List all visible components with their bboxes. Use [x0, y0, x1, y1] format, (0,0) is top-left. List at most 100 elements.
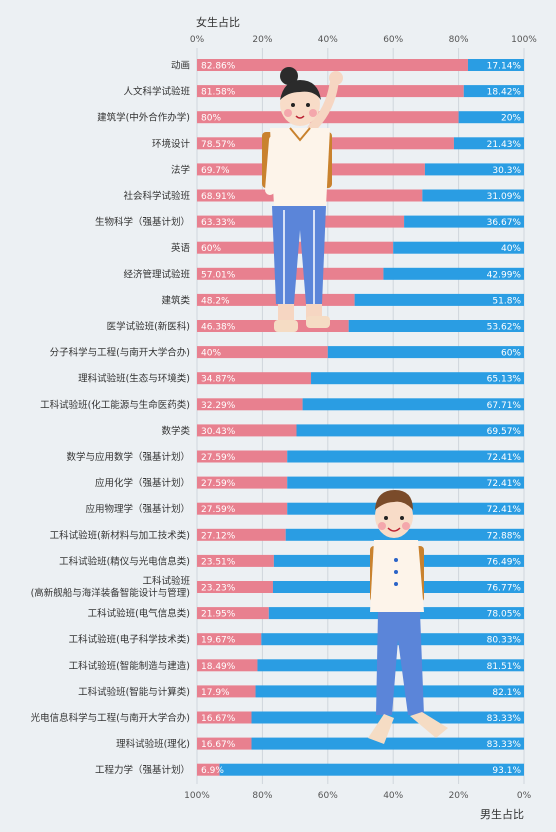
male-bar: [424, 163, 524, 176]
category-label: 工科试验班(电气信息类): [88, 608, 190, 620]
male-value-label: 60%: [501, 349, 521, 359]
female-value-label: 27.59%: [201, 479, 236, 489]
male-value-label: 65.13%: [487, 375, 522, 385]
category-label: 法学: [171, 164, 190, 176]
female-bar: [197, 502, 288, 515]
female-bar: [197, 711, 252, 724]
male-value-label: 17.14%: [487, 62, 522, 72]
female-value-label: 68.91%: [201, 192, 236, 202]
male-value-label: 21.43%: [487, 140, 522, 150]
male-value-label: 72.41%: [487, 505, 522, 515]
category-label: 数学与应用数学（强基计划）: [66, 451, 190, 463]
male-value-label: 42.99%: [487, 270, 522, 280]
male-value-label: 69.57%: [487, 427, 522, 437]
bottom-tick-label: 40%: [383, 791, 403, 801]
male-value-label: 40%: [501, 244, 521, 254]
female-value-label: 27.12%: [201, 531, 236, 541]
male-value-label: 67.71%: [487, 401, 522, 411]
bottom-axis-title: 男生占比: [480, 808, 524, 821]
category-label: 工科试验班(智能与计算类): [78, 686, 190, 698]
male-bar: [354, 293, 524, 306]
male-bar: [458, 111, 524, 124]
female-bar: [197, 763, 220, 776]
top-tick-label: 0%: [190, 35, 205, 45]
female-value-label: 6.9%: [201, 766, 224, 776]
girl-student-illustration: [262, 67, 343, 332]
category-label: (高新舰船与海洋装备智能设计与管理): [31, 587, 190, 599]
male-bar: [287, 476, 524, 489]
female-value-label: 40%: [201, 349, 221, 359]
male-bar: [302, 398, 524, 411]
category-label: 工科试验班(电子科学技术类): [69, 634, 190, 646]
female-value-label: 48.2%: [201, 296, 230, 306]
category-label: 英语: [171, 242, 191, 254]
category-label: 社会科学试验班: [123, 190, 190, 202]
female-value-label: 18.49%: [201, 662, 236, 672]
male-value-label: 72.41%: [487, 453, 522, 463]
category-label: 医学试验班(新医科): [107, 321, 190, 333]
male-bar: [348, 320, 524, 332]
category-label: 人文科学试验班: [123, 86, 190, 98]
category-label: 应用化学（强基计划）: [95, 477, 190, 489]
male-bar: [296, 424, 524, 437]
top-tick-label: 20%: [252, 35, 272, 45]
female-bar: [197, 528, 286, 541]
category-label: 工程力学（强基计划）: [95, 764, 190, 776]
female-value-label: 34.87%: [201, 375, 236, 385]
female-value-label: 19.67%: [201, 636, 236, 646]
category-label: 动画: [171, 61, 190, 72]
male-bar: [251, 737, 524, 750]
female-value-label: 21.95%: [201, 610, 236, 620]
female-value-label: 81.58%: [201, 88, 236, 98]
male-value-label: 36.67%: [487, 218, 522, 228]
male-value-label: 93.1%: [492, 766, 521, 776]
male-value-label: 53.62%: [487, 323, 522, 333]
male-value-label: 30.3%: [492, 166, 521, 176]
female-value-label: 78.57%: [201, 140, 236, 150]
male-value-label: 72.41%: [487, 479, 522, 489]
male-value-label: 51.8%: [492, 296, 521, 306]
female-bar: [197, 633, 262, 646]
male-bar: [327, 346, 524, 359]
male-bar: [287, 450, 524, 463]
male-bar: [285, 528, 524, 541]
male-bar: [463, 85, 524, 98]
category-label: 建筑类: [161, 294, 190, 306]
female-bar: [197, 659, 258, 672]
category-label: 工科试验班(精仪与光电信息类): [59, 555, 190, 567]
female-value-label: 27.59%: [201, 505, 236, 515]
category-label: 数学类: [161, 425, 190, 437]
bars: 82.86% 17.14% 动画 81.58% 18.42% 人文科学试验班 80% 20% 建…: [31, 59, 525, 776]
female-bar: [197, 111, 459, 124]
male-bar: [467, 59, 524, 71]
bottom-tick-label: 60%: [318, 791, 338, 801]
female-bar: [197, 398, 303, 411]
female-value-label: 17.9%: [201, 688, 230, 698]
female-bar: [197, 450, 288, 463]
male-value-label: 76.77%: [487, 584, 522, 594]
female-value-label: 80%: [201, 114, 221, 124]
male-bar: [453, 137, 524, 150]
boy-student-illustration: [368, 490, 448, 744]
male-bar: [383, 267, 524, 280]
female-value-label: 32.29%: [201, 401, 236, 411]
male-value-label: 82.1%: [492, 688, 521, 698]
female-value-label: 23.23%: [201, 584, 236, 594]
bottom-tick-label: 20%: [449, 791, 469, 801]
male-value-label: 80.33%: [487, 636, 522, 646]
top-tick-label: 60%: [383, 35, 403, 45]
female-value-label: 69.7%: [201, 166, 230, 176]
category-label: 理科试验班(生态与环境类): [78, 373, 190, 385]
female-bar: [197, 346, 328, 359]
female-bar: [197, 737, 252, 750]
bottom-tick-label: 100%: [184, 791, 210, 801]
female-value-label: 30.43%: [201, 427, 236, 437]
male-value-label: 72.88%: [487, 531, 522, 541]
male-bar: [311, 372, 524, 385]
female-value-label: 60%: [201, 244, 221, 254]
female-value-label: 23.51%: [201, 557, 236, 567]
male-bar: [219, 763, 525, 776]
female-bar: [197, 607, 269, 620]
top-tick-label: 100%: [511, 35, 537, 45]
